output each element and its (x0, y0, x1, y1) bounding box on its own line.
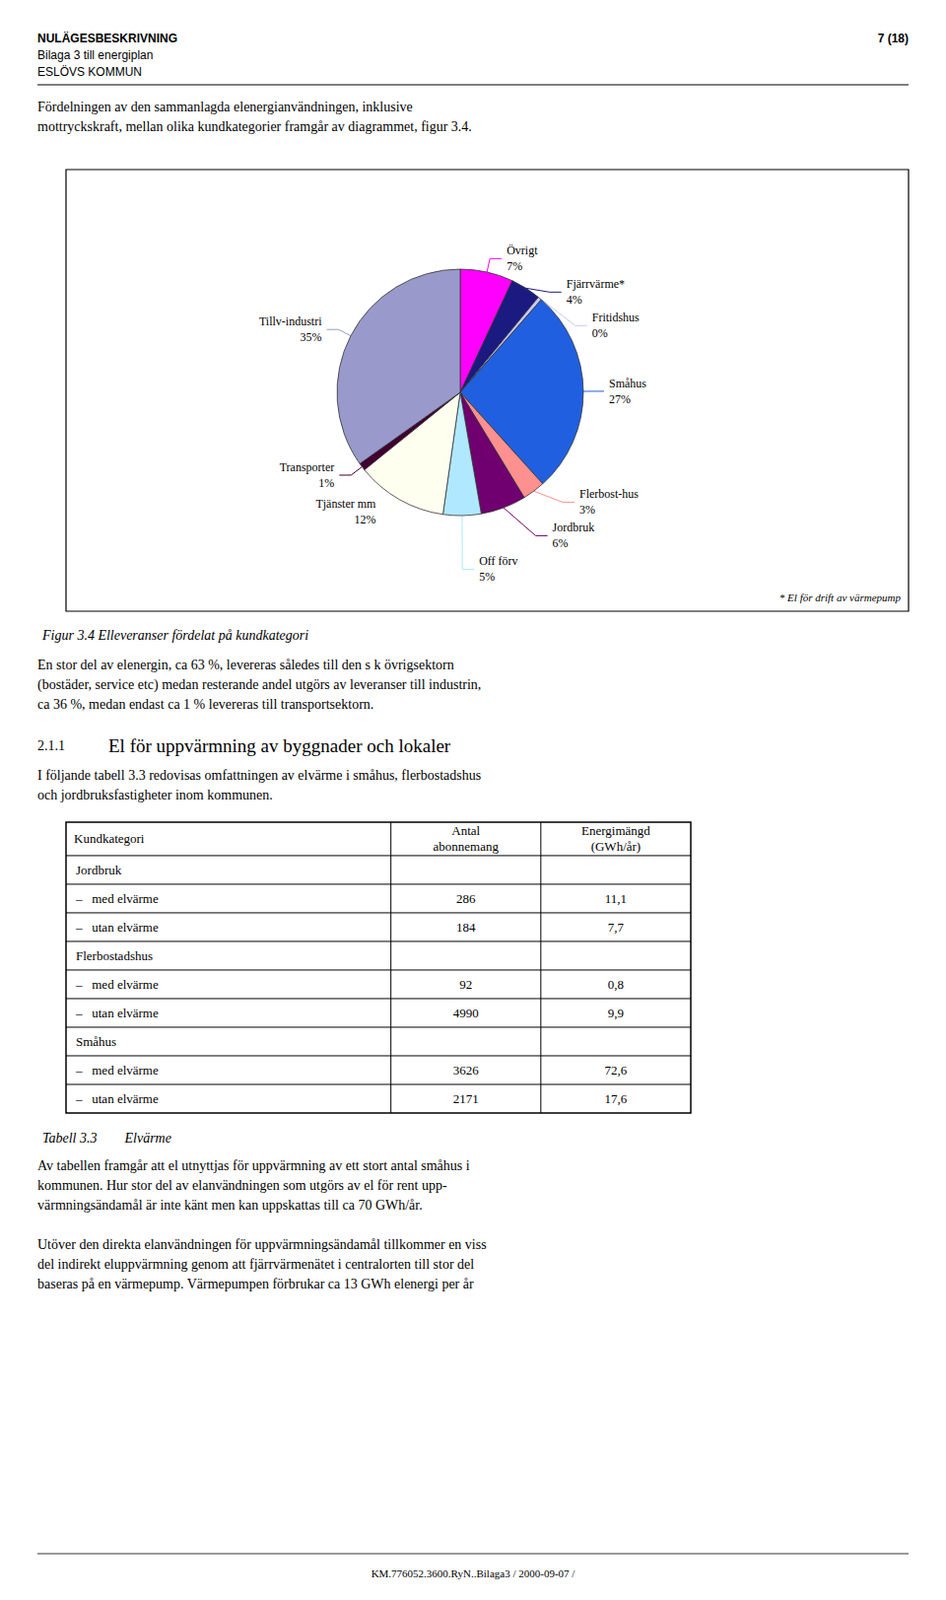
svg-text:2171: 2171 (453, 1090, 479, 1106)
svg-text:– utan elvärme: – utan elvärme (74, 919, 159, 935)
svg-text:KM.776052.3600.RyN..Bilaga3 /: KM.776052.3600.RyN..Bilaga3 / 2000-09-07… (371, 1566, 577, 1579)
svg-text:Energimängd: Energimängd (581, 822, 651, 838)
svg-text:– med elvärme: – med elvärme (74, 1062, 159, 1078)
svg-text:184: 184 (456, 919, 476, 935)
svg-text:ca 36 %, medan endast ca 1 % l: ca 36 %, medan endast ca 1 % levereras t… (37, 696, 374, 712)
svg-text:del indirekt eluppvärmning gen: del indirekt eluppvärmning genom att fjä… (37, 1256, 474, 1272)
svg-text:Flerbost-hus: Flerbost-hus (579, 486, 639, 501)
svg-text:– utan elvärme: – utan elvärme (74, 1005, 159, 1020)
svg-text:Antal: Antal (451, 822, 480, 838)
svg-text:5%: 5% (478, 569, 495, 584)
svg-text:7%: 7% (506, 259, 523, 273)
svg-text:ESLÖVS KOMMUN: ESLÖVS KOMMUN (37, 65, 142, 79)
svg-text:– med elvärme: – med elvärme (74, 976, 159, 992)
svg-text:kommunen. Hur stor del av elan: kommunen. Hur stor del av elanvändningen… (37, 1177, 448, 1193)
svg-text:4990: 4990 (453, 1005, 479, 1020)
svg-text:abonnemang: abonnemang (433, 838, 500, 854)
svg-text:Bilaga 3 till energiplan: Bilaga 3 till energiplan (37, 48, 153, 63)
svg-text:2.1.1: 2.1.1 (37, 738, 66, 753)
svg-text:27%: 27% (608, 392, 631, 406)
svg-text:92: 92 (459, 976, 473, 992)
svg-text:Utöver den direkta elanvändnin: Utöver den direkta elanvändningen för up… (37, 1236, 487, 1252)
svg-text:6%: 6% (552, 536, 569, 550)
svg-text:NULÄGESBESKRIVNING: NULÄGESBESKRIVNING (37, 30, 178, 46)
svg-text:Småhus: Småhus (75, 1033, 117, 1049)
svg-text:3%: 3% (579, 502, 596, 517)
svg-text:– utan elvärme: – utan elvärme (74, 1090, 159, 1106)
svg-text:Övrigt: Övrigt (506, 243, 539, 258)
svg-text:Tillv-industri: Tillv-industri (259, 314, 323, 329)
svg-text:(GWh/år): (GWh/år) (591, 838, 642, 854)
svg-text:Jordbruk: Jordbruk (552, 520, 596, 535)
svg-text:3626: 3626 (453, 1062, 480, 1078)
svg-text:Av tabellen framgår att el utn: Av tabellen framgår att el utnyttjas för… (37, 1157, 471, 1173)
svg-text:35%: 35% (299, 330, 322, 344)
svg-text:Fritidshus: Fritidshus (592, 310, 640, 325)
svg-text:Off förv: Off förv (478, 553, 518, 568)
svg-text:0%: 0% (592, 326, 609, 340)
svg-text:Fördelningen av den sammanlagd: Fördelningen av den sammanlagda elenergi… (37, 99, 413, 115)
svg-text:Jordbruk: Jordbruk (75, 862, 123, 878)
svg-text:mottryckskraft, mellan olika k: mottryckskraft, mellan olika kundkategor… (37, 119, 473, 135)
svg-text:0,8: 0,8 (608, 976, 624, 992)
svg-text:Fjärrvärme*: Fjärrvärme* (566, 276, 625, 291)
svg-text:7 (18): 7 (18) (878, 31, 909, 46)
svg-text:4%: 4% (566, 292, 583, 307)
svg-text:286: 286 (456, 890, 476, 906)
svg-text:11,1: 11,1 (605, 890, 627, 906)
svg-text:El för uppvärmning av byggnade: El för uppvärmning av byggnader och loka… (108, 735, 452, 756)
svg-text:I följande tabell 3.3 redovisa: I följande tabell 3.3 redovisas omfattni… (37, 767, 481, 783)
svg-text:* El för drift av värmepump: * El för drift av värmepump (779, 591, 902, 604)
svg-text:7,7: 7,7 (608, 919, 625, 935)
svg-text:En stor del av elenergin, ca 6: En stor del av elenergin, ca 63 %, lever… (37, 657, 455, 673)
svg-text:Kundkategori: Kundkategori (73, 830, 145, 846)
svg-text:9,9: 9,9 (608, 1005, 624, 1020)
svg-text:– med elvärme: – med elvärme (74, 890, 159, 906)
svg-text:Tjänster mm: Tjänster mm (315, 496, 377, 511)
svg-text:17,6: 17,6 (605, 1090, 628, 1106)
svg-text:72,6: 72,6 (605, 1062, 628, 1078)
svg-text:värmningsändamål är inte känt: värmningsändamål är inte känt men kan up… (37, 1197, 423, 1213)
svg-text:Småhus: Småhus (608, 376, 647, 391)
svg-text:12%: 12% (353, 512, 376, 527)
svg-text:baseras på en värmepump. Värme: baseras på en värmepump. Värmepumpen för… (37, 1276, 474, 1291)
svg-text:Flerbostadshus: Flerbostadshus (75, 947, 153, 963)
svg-text:Transporter: Transporter (279, 460, 336, 474)
svg-text:och jordbruksfastigheter inom: och jordbruksfastigheter inom kommunen. (37, 787, 273, 803)
svg-text:Tabell 3.3 Elvärme: Tabell 3.3 Elvärme (42, 1130, 172, 1146)
svg-text:Figur 3.4 Elleveranser fördela: Figur 3.4 Elleveranser fördelat på kundk… (41, 627, 309, 643)
svg-text:(bostäder, service etc) medan: (bostäder, service etc) medan resterande… (37, 676, 481, 693)
svg-text:1%: 1% (318, 475, 335, 490)
